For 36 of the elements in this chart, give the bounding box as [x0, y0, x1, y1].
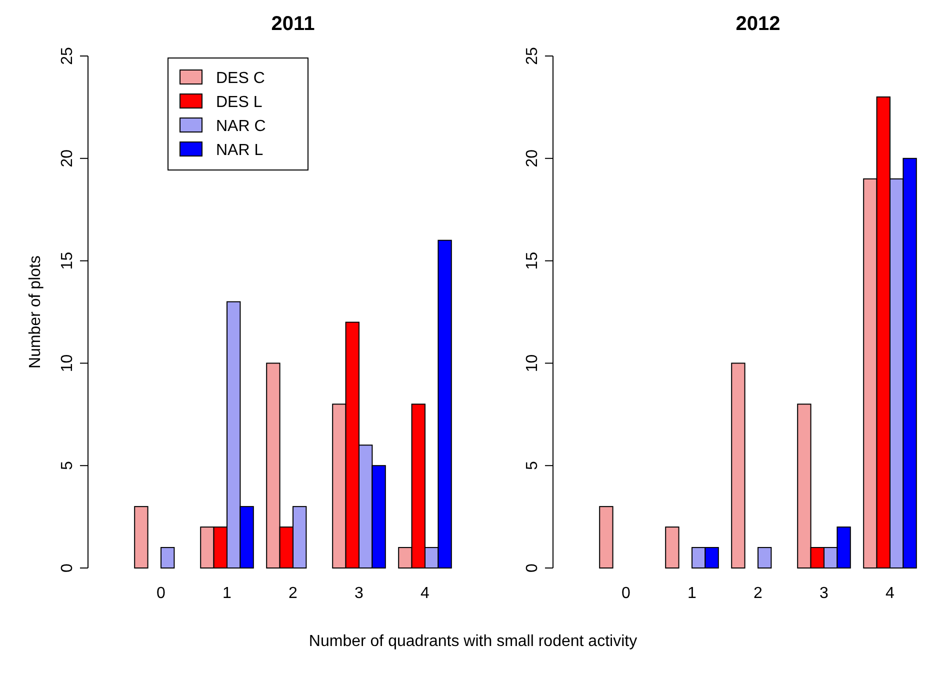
y-tick-label: 5 [59, 461, 76, 470]
bar [758, 547, 772, 568]
chart-title: 2011 [271, 13, 315, 35]
x-axis-title: Number of quadrants with small rodent activity [308, 633, 638, 650]
x-tick-label: 4 [886, 585, 895, 602]
x-tick-label: 4 [420, 585, 430, 602]
x-tick-label: 1 [222, 585, 232, 602]
bar [665, 526, 680, 568]
bar [160, 547, 175, 568]
legend-label: NAR C [216, 118, 266, 135]
y-tick-label: 0 [59, 563, 76, 572]
x-tick-label: 3 [820, 585, 829, 602]
y-tick-label: 20 [524, 149, 541, 168]
x-tick-label: 2 [288, 585, 298, 602]
bar [134, 506, 148, 568]
chart-title: 2012 [736, 13, 780, 35]
x-tick-label: 0 [156, 585, 166, 602]
y-tick-label: 25 [524, 47, 541, 65]
y-axis-title: Number of plots [27, 256, 44, 368]
y-tick-label: 0 [524, 563, 541, 572]
y-tick-label: 10 [524, 354, 541, 372]
legend-label: DES C [216, 70, 265, 87]
y-tick-label: 20 [59, 149, 76, 168]
y-tick-label: 15 [524, 252, 541, 270]
x-tick-label: 3 [354, 585, 364, 602]
bar [599, 506, 614, 568]
y-tick-label: 15 [59, 252, 76, 270]
y-tick-label: 5 [524, 461, 541, 470]
bar [731, 362, 746, 568]
y-tick-label: 10 [59, 354, 76, 372]
x-tick-label: 1 [688, 585, 697, 602]
legend-label: DES L [216, 94, 262, 111]
x-tick-label: 2 [754, 585, 763, 602]
y-tick-label: 25 [59, 47, 76, 65]
legend-label: NAR L [216, 142, 264, 159]
x-tick-label: 0 [622, 585, 631, 602]
